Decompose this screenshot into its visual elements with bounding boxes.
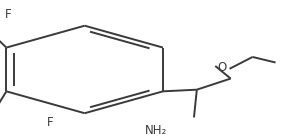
Text: F: F	[47, 116, 54, 129]
Text: NH₂: NH₂	[145, 124, 168, 137]
Text: O: O	[218, 61, 227, 74]
Text: F: F	[5, 8, 11, 21]
